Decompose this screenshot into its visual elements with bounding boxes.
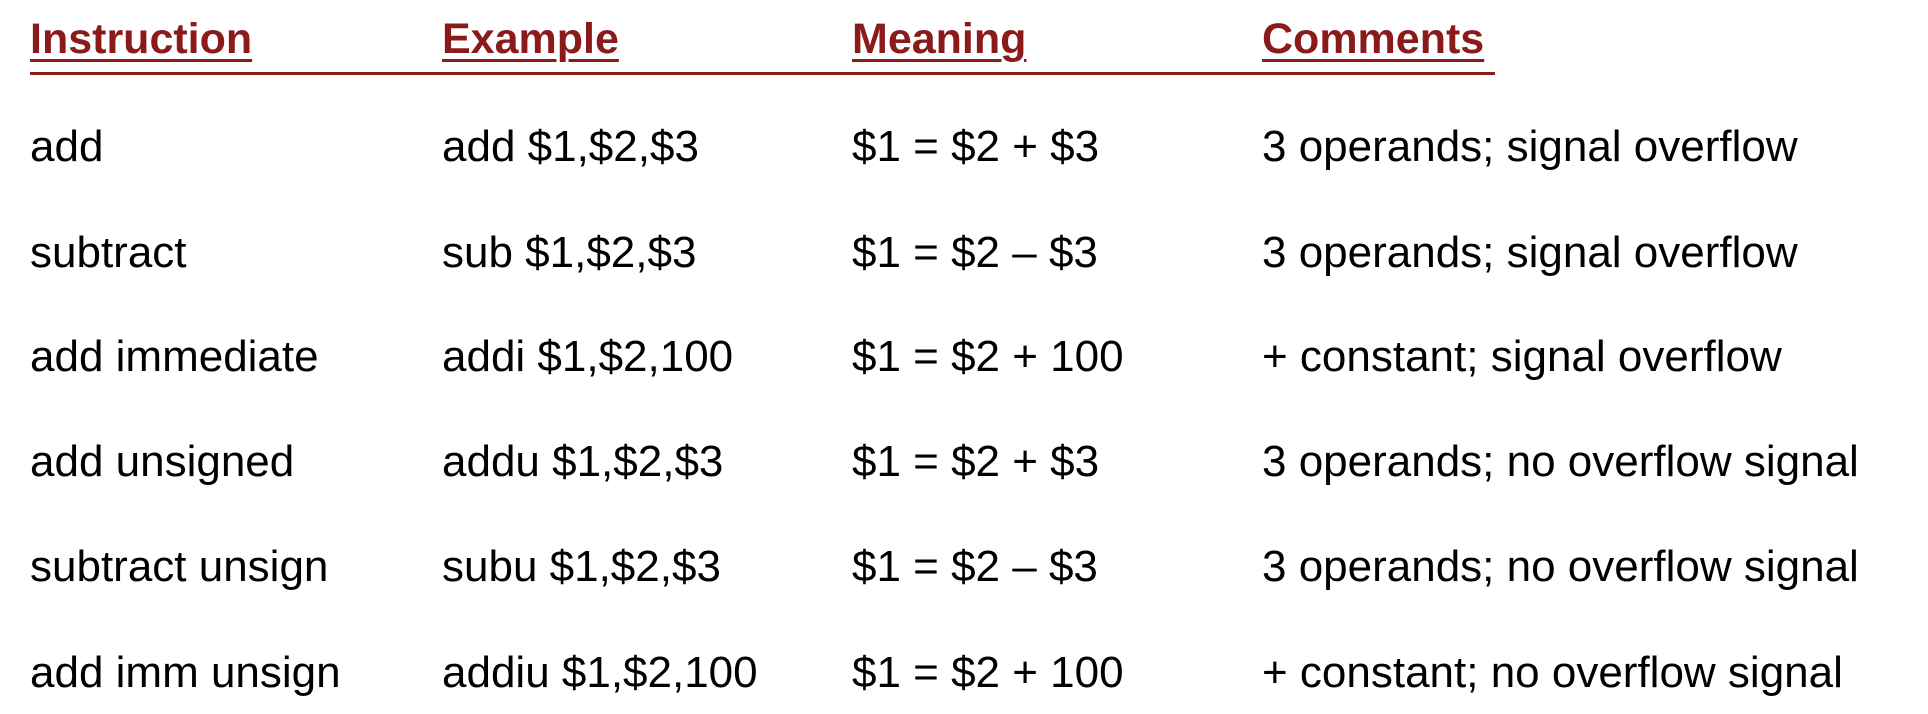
cell-comments: 3 operands; no overflow signal [1262, 437, 1859, 486]
table-row: add imm unsign addiu $1,$2,100 $1 = $2 +… [30, 643, 1910, 703]
cell-instruction: subtract unsign [30, 542, 329, 591]
cell-example: subu $1,$2,$3 [442, 542, 721, 591]
table-row: add add $1,$2,$3 $1 = $2 + $3 3 operands… [30, 117, 1910, 177]
cell-example: sub $1,$2,$3 [442, 228, 697, 277]
cell-instruction: subtract [30, 228, 187, 277]
cell-comments: 3 operands; no overflow signal [1262, 542, 1859, 591]
cell-instruction: add [30, 122, 104, 171]
cell-meaning: $1 = $2 – $3 [852, 542, 1098, 591]
cell-meaning: $1 = $2 + $3 [852, 122, 1100, 171]
cell-meaning: $1 = $2 + 100 [852, 648, 1124, 697]
cell-meaning: $1 = $2 + $3 [852, 437, 1100, 486]
cell-comments: + constant; signal overflow [1262, 332, 1782, 381]
cell-instruction: add unsigned [30, 437, 295, 486]
header-comments: Comments [1262, 15, 1485, 63]
table-row: add unsigned addu $1,$2,$3 $1 = $2 + $3 … [30, 432, 1910, 492]
cell-meaning: $1 = $2 – $3 [852, 228, 1098, 277]
table-row: subtract sub $1,$2,$3 $1 = $2 – $3 3 ope… [30, 223, 1910, 283]
cell-instruction: add immediate [30, 332, 319, 381]
cell-instruction: add imm unsign [30, 648, 341, 697]
table-row: subtract unsign subu $1,$2,$3 $1 = $2 – … [30, 537, 1910, 597]
cell-example: addiu $1,$2,100 [442, 648, 758, 697]
header-meaning: Meaning [852, 15, 1027, 63]
cell-example: add $1,$2,$3 [442, 122, 699, 171]
cell-example: addu $1,$2,$3 [442, 437, 724, 486]
cell-comments: + constant; no overflow signal [1262, 648, 1843, 697]
cell-meaning: $1 = $2 + 100 [852, 332, 1124, 381]
cell-comments: 3 operands; signal overflow [1262, 122, 1798, 171]
header-example: Example [442, 15, 619, 63]
cell-example: addi $1,$2,100 [442, 332, 734, 381]
table-header: Instruction Example Meaning Comments [30, 0, 1495, 75]
header-instruction: Instruction [30, 15, 253, 63]
instruction-table: Instruction Example Meaning Comments add… [30, 0, 1910, 714]
table-row: add immediate addi $1,$2,100 $1 = $2 + 1… [30, 327, 1910, 387]
cell-comments: 3 operands; signal overflow [1262, 228, 1798, 277]
